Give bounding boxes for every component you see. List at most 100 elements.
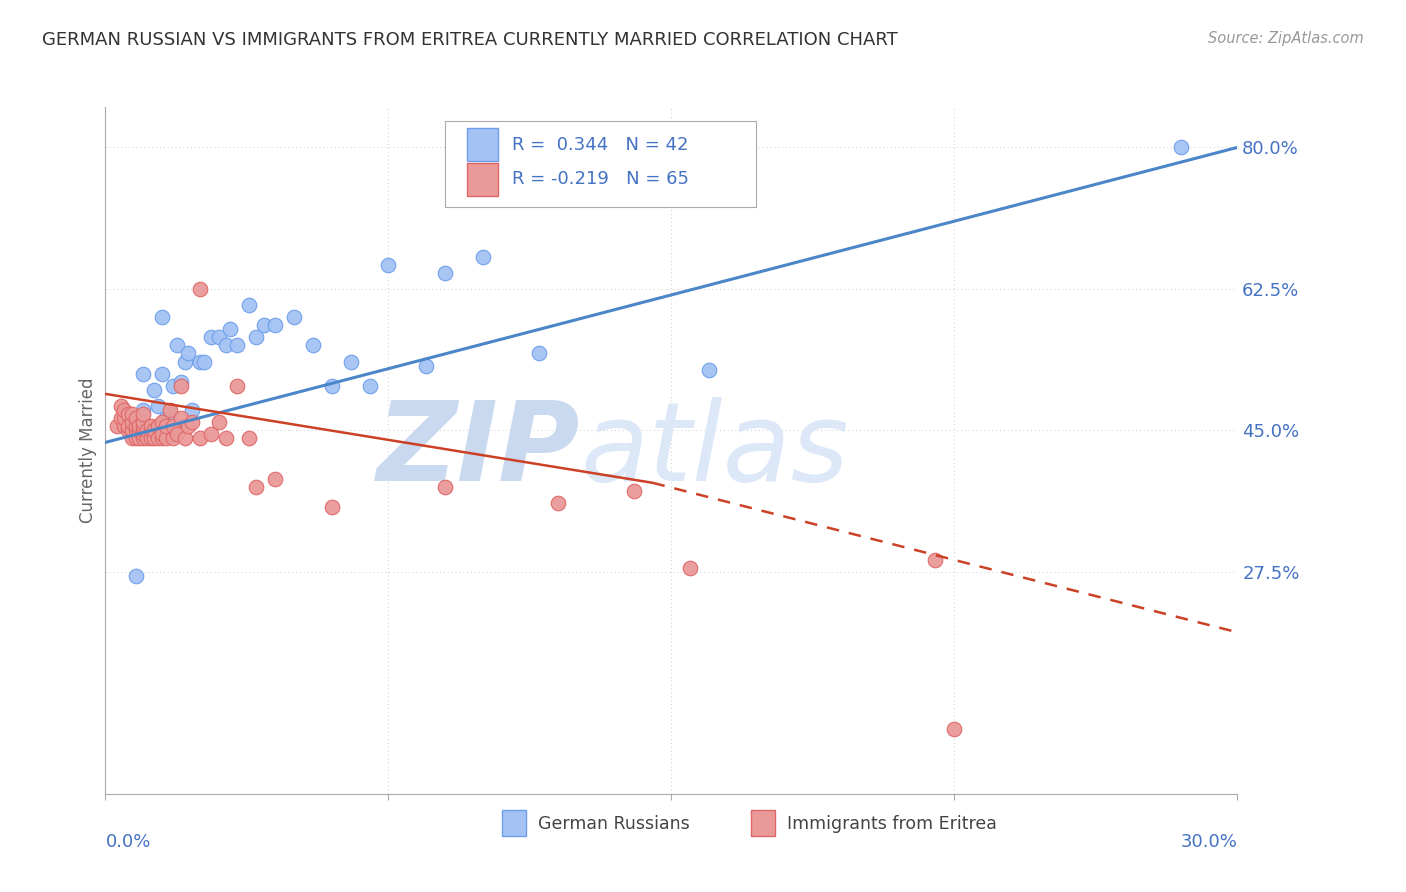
Point [208, 330, 231, 344]
Point [215, 431, 238, 445]
Point [547, 496, 569, 510]
Point [177, 346, 200, 360]
Point [264, 472, 287, 486]
Text: 30.0%: 30.0% [1181, 833, 1237, 851]
Point [159, 403, 181, 417]
Point [623, 483, 645, 498]
Point [226, 338, 249, 352]
Point [124, 411, 146, 425]
Bar [467, 128, 498, 161]
Point [112, 403, 135, 417]
Point [105, 419, 128, 434]
Point [943, 723, 966, 737]
Point [132, 403, 155, 417]
Point [132, 415, 155, 429]
Point [162, 431, 184, 445]
Point [321, 379, 343, 393]
Text: GERMAN RUSSIAN VS IMMIGRANTS FROM ERITREA CURRENTLY MARRIED CORRELATION CHART: GERMAN RUSSIAN VS IMMIGRANTS FROM ERITRE… [42, 31, 898, 49]
Point [162, 379, 184, 393]
Point [148, 419, 170, 434]
Text: 0.0%: 0.0% [105, 833, 150, 851]
Point [139, 423, 162, 437]
Point [155, 431, 177, 445]
Point [139, 419, 162, 434]
Point [155, 419, 177, 434]
Bar [502, 810, 526, 837]
Point [124, 423, 146, 437]
Point [121, 407, 143, 421]
Point [150, 431, 173, 445]
Point [433, 480, 456, 494]
Point [124, 419, 146, 434]
Y-axis label: Currently Married: Currently Married [79, 377, 97, 524]
Point [433, 266, 456, 280]
Bar [467, 162, 498, 195]
Point [188, 354, 211, 368]
Point [128, 431, 150, 445]
Text: atlas: atlas [581, 397, 849, 504]
Point [136, 423, 159, 437]
Text: German Russians: German Russians [538, 815, 689, 833]
Point [200, 427, 222, 442]
Point [321, 500, 343, 514]
Text: R =  0.344   N = 42: R = 0.344 N = 42 [512, 136, 689, 153]
Point [155, 411, 177, 425]
Point [112, 411, 135, 425]
Point [124, 431, 146, 445]
Text: Immigrants from Eritrea: Immigrants from Eritrea [787, 815, 997, 833]
Point [177, 419, 200, 434]
Point [150, 427, 173, 442]
Point [166, 427, 188, 442]
Point [170, 419, 193, 434]
Point [136, 431, 159, 445]
Point [188, 282, 211, 296]
Point [112, 419, 135, 434]
Point [219, 322, 242, 336]
Point [283, 310, 305, 325]
Point [200, 330, 222, 344]
Point [121, 431, 143, 445]
Point [132, 367, 155, 381]
Point [170, 379, 193, 393]
Point [193, 354, 215, 368]
Point [150, 415, 173, 429]
Point [377, 258, 399, 272]
Point [170, 375, 193, 389]
Point [143, 431, 166, 445]
Point [245, 480, 267, 494]
Point [226, 379, 249, 393]
Point [132, 431, 155, 445]
Point [124, 419, 146, 434]
Point [1170, 140, 1192, 154]
Text: R = -0.219   N = 65: R = -0.219 N = 65 [512, 170, 689, 188]
Point [238, 298, 260, 312]
Point [302, 338, 325, 352]
Text: ZIP: ZIP [377, 397, 581, 504]
Point [143, 423, 166, 437]
Point [245, 330, 267, 344]
Point [148, 399, 170, 413]
Point [162, 419, 184, 434]
Point [238, 431, 260, 445]
Point [121, 423, 143, 437]
Point [121, 415, 143, 429]
Point [117, 423, 139, 437]
Point [159, 407, 181, 421]
Point [166, 338, 188, 352]
Text: Source: ZipAtlas.com: Source: ZipAtlas.com [1208, 31, 1364, 46]
Point [181, 415, 204, 429]
Point [471, 250, 494, 264]
Point [253, 318, 276, 333]
Point [117, 419, 139, 434]
Point [208, 415, 231, 429]
Point [148, 431, 170, 445]
Point [924, 552, 946, 566]
Point [188, 431, 211, 445]
Point [679, 560, 702, 574]
Bar [751, 810, 776, 837]
Point [110, 411, 132, 425]
Point [181, 403, 204, 417]
Point [143, 383, 166, 397]
Point [529, 346, 551, 360]
FancyBboxPatch shape [444, 120, 756, 207]
